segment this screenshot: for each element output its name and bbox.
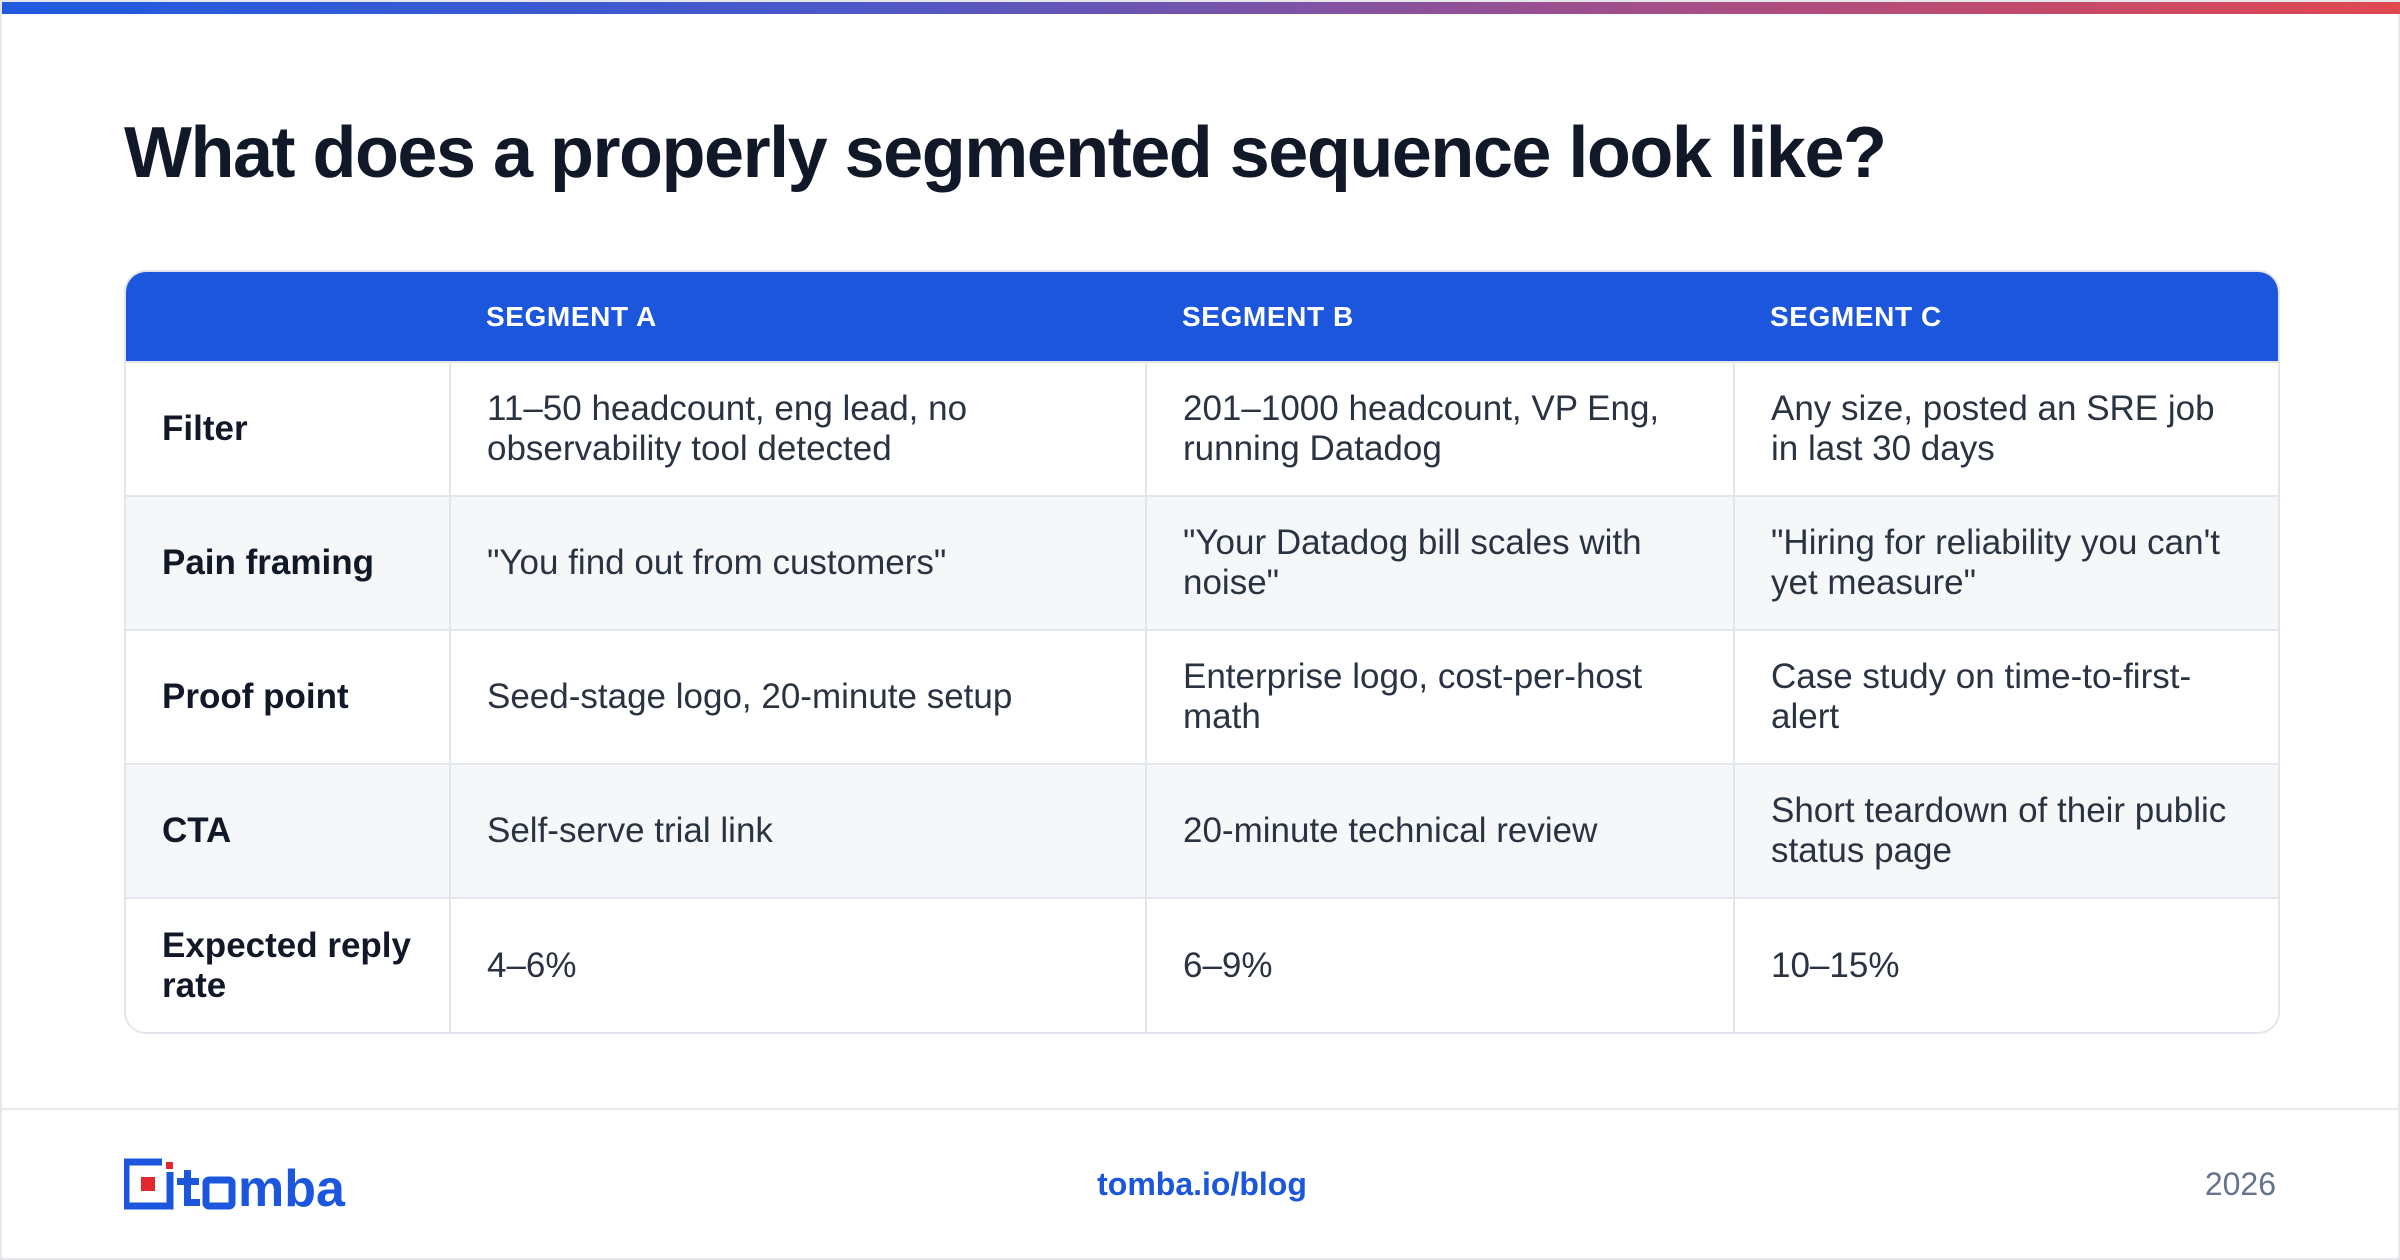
table-row-proof-point: Proof point Seed-stage logo, 20-minute s…	[126, 629, 2278, 764]
cell-segment-b: 20-minute technical review	[1145, 763, 1734, 898]
footer-divider	[2, 1108, 2400, 1110]
cell-segment-b: "Your Datadog bill scales with noise"	[1145, 495, 1734, 630]
cell-segment-c: 10–15%	[1733, 897, 2278, 1032]
cell-segment-a: "You find out from customers"	[449, 495, 1146, 630]
table-header-row: SEGMENT A SEGMENT B SEGMENT C	[126, 272, 2278, 362]
header-segment-c: SEGMENT C	[1770, 300, 1942, 332]
cell-segment-c: "Hiring for reliability you can't yet me…	[1733, 495, 2278, 630]
cell-segment-b: 6–9%	[1145, 897, 1734, 1032]
header-segment-b: SEGMENT B	[1182, 300, 1354, 332]
cell-segment-a: 4–6%	[449, 897, 1146, 1032]
page-title: What does a properly segmented sequence …	[124, 113, 1887, 193]
row-label: Expected reply rate	[126, 897, 450, 1032]
footer-year: 2026	[2204, 1166, 2276, 1202]
blog-link[interactable]: tomba.io/blog	[1097, 1166, 1307, 1202]
row-label: Proof point	[126, 629, 450, 764]
tomba-logo-icon: mba	[124, 1158, 346, 1210]
header-segment-a: SEGMENT A	[486, 300, 657, 332]
row-label: CTA	[126, 763, 450, 898]
table-row-cta: CTA Self-serve trial link 20-minute tech…	[126, 763, 2278, 898]
cell-segment-b: 201–1000 headcount, VP Eng, running Data…	[1145, 361, 1734, 496]
cell-segment-b: Enterprise logo, cost-per-host math	[1145, 629, 1734, 764]
cell-segment-c: Any size, posted an SRE job in last 30 d…	[1733, 361, 2278, 496]
cell-segment-a: 11–50 headcount, eng lead, no observabil…	[449, 361, 1146, 496]
row-label: Filter	[126, 361, 450, 496]
segment-table-container: SEGMENT A SEGMENT B SEGMENT C Filter 11–…	[124, 270, 2280, 1034]
top-gradient-bar	[2, 2, 2400, 14]
table-row-pain-framing: Pain framing "You find out from customer…	[126, 495, 2278, 630]
tomba-logo[interactable]: mba	[124, 1158, 384, 1210]
header-corner	[126, 272, 450, 362]
cell-segment-c: Short teardown of their public status pa…	[1733, 763, 2278, 898]
cell-segment-a: Self-serve trial link	[449, 763, 1146, 898]
row-label: Pain framing	[126, 495, 450, 630]
cell-segment-c: Case study on time-to-first-alert	[1733, 629, 2278, 764]
segment-table: SEGMENT A SEGMENT B SEGMENT C Filter 11–…	[126, 272, 2278, 1032]
table-row-expected-reply-rate: Expected reply rate 4–6% 6–9% 10–15%	[126, 897, 2278, 1032]
table-row-filter: Filter 11–50 headcount, eng lead, no obs…	[126, 361, 2278, 496]
svg-text:mba: mba	[238, 1160, 346, 1210]
cell-segment-a: Seed-stage logo, 20-minute setup	[449, 629, 1146, 764]
